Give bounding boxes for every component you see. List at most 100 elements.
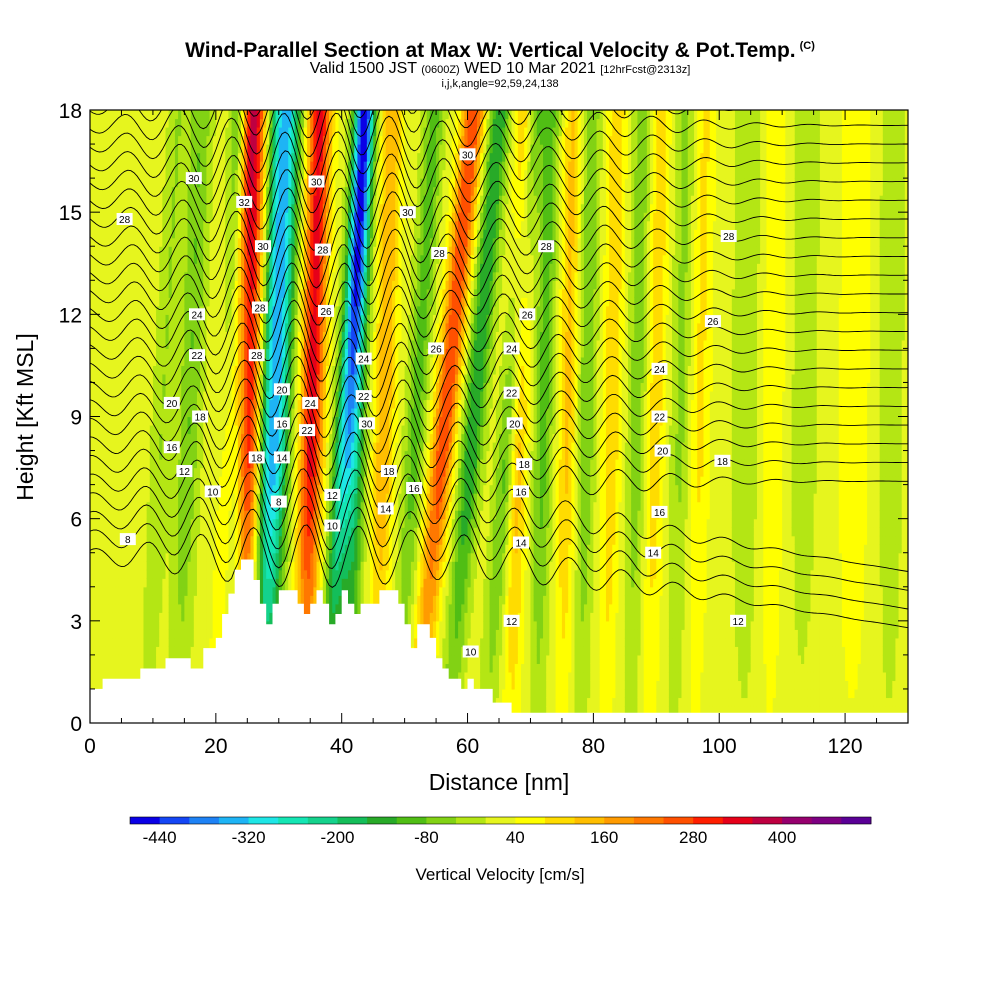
w-cell [124, 322, 129, 332]
w-cell [121, 348, 126, 358]
w-cell [93, 220, 97, 230]
w-cell [159, 322, 163, 332]
w-cell [152, 135, 157, 145]
w-cell [168, 425, 173, 435]
w-cell [134, 637, 138, 647]
w-cell [112, 544, 116, 554]
section-indices: i,j,k,angle=92,59,24,138 [441, 78, 559, 90]
w-cell [137, 348, 141, 358]
w-cell [181, 152, 185, 162]
w-cell [96, 161, 101, 171]
w-cell [146, 501, 151, 511]
w-cell [168, 578, 173, 588]
w-cell [102, 271, 107, 281]
w-cell [152, 586, 157, 596]
w-cell [143, 637, 148, 647]
w-cell [130, 407, 135, 418]
w-cell [96, 612, 101, 622]
w-cell [99, 254, 104, 264]
w-cell [118, 110, 123, 120]
w-cell [156, 612, 160, 622]
w-cell [134, 561, 138, 571]
w-cell [149, 663, 154, 673]
w-cell [93, 382, 97, 392]
w-cell [156, 110, 160, 120]
w-cell [143, 186, 148, 196]
w-cell [143, 263, 148, 273]
w-cell [124, 399, 129, 409]
w-cell [112, 322, 116, 332]
w-cell [102, 382, 107, 392]
w-cell [90, 348, 94, 358]
w-cell [149, 578, 154, 588]
w-cell [99, 271, 104, 281]
w-cell [143, 603, 148, 613]
w-cell [115, 518, 119, 528]
w-cell [112, 339, 116, 349]
w-cell [140, 186, 145, 196]
w-cell [168, 365, 173, 375]
w-cell [118, 331, 123, 341]
w-cell [130, 510, 135, 520]
w-cell [143, 178, 148, 188]
w-cell [118, 399, 123, 409]
w-cell [181, 646, 185, 656]
w-cell [137, 527, 141, 537]
w-cell [146, 510, 151, 520]
w-cell [105, 382, 110, 392]
w-cell [105, 484, 110, 494]
w-cell [168, 407, 173, 418]
w-cell [159, 144, 163, 154]
w-cell [124, 467, 129, 477]
w-cell [149, 305, 154, 315]
w-cell [152, 399, 157, 409]
w-cell [168, 288, 173, 298]
w-cell [178, 144, 182, 154]
w-cell [162, 169, 167, 179]
w-cell [118, 612, 123, 622]
w-cell [108, 195, 113, 205]
w-cell [174, 288, 179, 298]
w-cell [96, 203, 101, 213]
w-cell [127, 195, 132, 205]
w-cell [134, 467, 138, 477]
w-cell [102, 442, 107, 452]
w-cell [162, 493, 167, 503]
w-cell [178, 373, 182, 384]
w-cell [146, 654, 151, 664]
w-cell [96, 186, 101, 196]
w-cell [137, 339, 141, 349]
w-cell [99, 680, 104, 690]
w-cell [137, 612, 141, 622]
w-cell [137, 314, 141, 324]
w-cell [181, 603, 185, 613]
w-cell [165, 229, 170, 239]
w-cell [140, 561, 145, 571]
w-cell [90, 501, 94, 511]
w-cell [149, 152, 154, 162]
w-cell [178, 578, 182, 588]
w-cell [181, 535, 185, 545]
w-cell [99, 178, 104, 188]
w-cell [93, 322, 97, 332]
w-cell [156, 501, 160, 511]
w-cell [174, 433, 179, 443]
w-cell [118, 527, 123, 537]
w-cell [90, 467, 94, 477]
w-cell [93, 135, 97, 145]
w-cell [171, 356, 176, 367]
w-cell [99, 322, 104, 332]
w-cell [178, 331, 182, 341]
w-cell [124, 552, 129, 562]
w-cell [90, 407, 94, 418]
w-cell [162, 535, 167, 545]
w-cell [124, 356, 129, 367]
w-cell [149, 135, 154, 145]
w-cell [156, 646, 160, 656]
w-cell [121, 144, 126, 154]
w-cell [137, 433, 141, 443]
w-cell [118, 459, 123, 469]
w-cell [96, 339, 101, 349]
w-cell [165, 637, 170, 647]
w-cell [137, 442, 141, 452]
